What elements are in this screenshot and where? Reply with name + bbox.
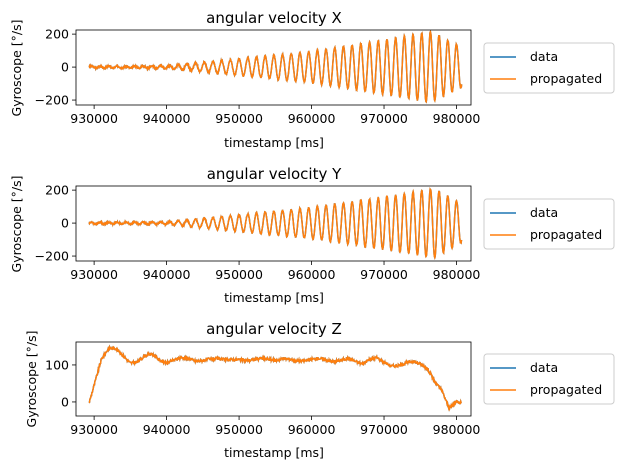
x-tick-label: 950000: [215, 111, 263, 126]
series-line-y-propagated: [88, 187, 463, 261]
panel-z: angular velocity Z Gyroscope [°/s] times…: [24, 320, 615, 460]
ylabel-z: Gyroscope [°/s]: [24, 331, 39, 428]
series-line-x-propagated: [88, 30, 463, 104]
chart-title-y: angular velocity Y: [207, 165, 342, 183]
xlabel-x: timestamp [ms]: [224, 135, 324, 150]
legend-z: data propagated: [483, 353, 615, 405]
y-tick-label: 0: [61, 394, 69, 409]
x-tick-label: 930000: [70, 422, 118, 437]
x-tick-label: 980000: [433, 111, 481, 126]
x-tick-label: 940000: [143, 422, 191, 437]
y-tick-label: 200: [45, 183, 69, 198]
x-tick-label: 940000: [143, 111, 191, 126]
legend-box-y: [483, 198, 615, 250]
y-tick-label: −200: [35, 93, 69, 108]
axes-frame-z: [75, 341, 472, 417]
legend-label-y-data: data: [530, 205, 558, 220]
legend-box-z: [483, 353, 615, 405]
x-tick-label: 980000: [433, 267, 481, 282]
x-tick-label: 930000: [70, 111, 118, 126]
x-tick-label: 970000: [360, 267, 408, 282]
ticks-x: 930000 940000 950000 960000 970000 980000 −200…: [35, 27, 481, 126]
chart-title-x: angular velocity X: [206, 9, 342, 27]
x-tick-label: 950000: [215, 267, 263, 282]
x-tick-label: 930000: [70, 267, 118, 282]
y-tick-label: 200: [45, 27, 69, 42]
xlabel-z: timestamp [ms]: [224, 445, 324, 460]
legend-label-x-data: data: [530, 49, 558, 64]
x-tick-label: 940000: [143, 267, 191, 282]
panel-y: angular velocity Y Gyroscope [°/s] times…: [9, 165, 615, 305]
legend-label-z-data: data: [530, 360, 558, 375]
xlabel-y: timestamp [ms]: [224, 290, 324, 305]
y-tick-label: −200: [35, 249, 69, 264]
legend-label-y-propagated: propagated: [530, 227, 602, 242]
axes-frame-y: [75, 185, 472, 262]
panel-x: angular velocity X Gyroscope [°/s] times…: [9, 9, 615, 150]
x-tick-label: 980000: [433, 422, 481, 437]
x-tick-label: 960000: [288, 267, 336, 282]
series-line-z-propagated: [88, 344, 462, 412]
axes-frame-x: [75, 29, 472, 106]
y-tick-label: 0: [61, 60, 69, 75]
ticks-z: 930000 940000 950000 960000 970000 980000 0 100: [45, 357, 480, 437]
x-tick-label: 950000: [215, 422, 263, 437]
x-tick-label: 960000: [288, 111, 336, 126]
legend-box-x: [483, 42, 615, 94]
ticks-y: 930000 940000 950000 960000 970000 980000 −200…: [35, 183, 481, 282]
legend-y: data propagated: [483, 198, 615, 250]
legend-label-z-propagated: propagated: [530, 382, 602, 397]
y-tick-label: 0: [61, 216, 69, 231]
x-tick-label: 970000: [360, 422, 408, 437]
legend-x: data propagated: [483, 42, 615, 94]
ylabel-y: Gyroscope [°/s]: [9, 176, 24, 273]
chart-title-z: angular velocity Z: [206, 320, 342, 338]
ylabel-x: Gyroscope [°/s]: [9, 20, 24, 117]
x-tick-label: 970000: [360, 111, 408, 126]
legend-label-x-propagated: propagated: [530, 71, 602, 86]
x-tick-label: 960000: [288, 422, 336, 437]
y-tick-label: 100: [45, 357, 69, 372]
